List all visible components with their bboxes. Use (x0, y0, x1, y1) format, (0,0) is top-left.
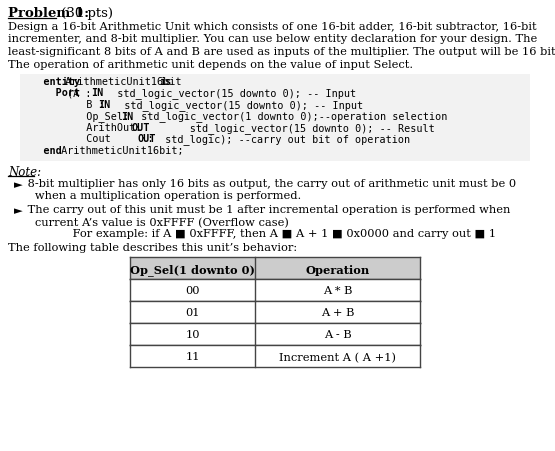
Text: IN: IN (98, 100, 110, 110)
Text: is: is (159, 77, 171, 87)
Text: end: end (25, 146, 62, 156)
Text: Operation: Operation (305, 264, 370, 275)
Text: std_logic); --carry out bit of operation: std_logic); --carry out bit of operation (159, 134, 410, 145)
Text: 01: 01 (185, 308, 200, 318)
Text: A + B: A + B (321, 308, 354, 318)
Text: Op_Sel:: Op_Sel: (25, 111, 135, 122)
Text: ►: ► (14, 179, 23, 190)
Text: Design a 16-bit Arithmetic Unit which consists of one 16-bit adder, 16-bit subtr: Design a 16-bit Arithmetic Unit which co… (8, 22, 537, 32)
Text: Note:: Note: (8, 166, 41, 179)
Text: The following table describes this unit’s behavior:: The following table describes this unit’… (8, 243, 297, 253)
Text: OUT: OUT (132, 123, 150, 133)
Text: A - B: A - B (324, 330, 351, 340)
Text: (A :: (A : (67, 88, 98, 98)
Text: IN: IN (121, 111, 133, 121)
Text: 8-bit multiplier has only 16 bits as output, the carry out of arithmetic unit mu: 8-bit multiplier has only 16 bits as out… (24, 179, 516, 189)
Text: Cout      :: Cout : (25, 134, 160, 144)
Text: The operation of arithmetic unit depends on the value of input Select.: The operation of arithmetic unit depends… (8, 60, 413, 69)
Text: entity: entity (25, 77, 80, 87)
Text: ArithmeticUnit16bit;: ArithmeticUnit16bit; (55, 146, 184, 156)
Text: OUT: OUT (138, 134, 157, 144)
Text: ArithmeticUnit16bit: ArithmeticUnit16bit (59, 77, 188, 87)
Text: incrementer, and 8-bit multiplier. You can use below entity declaration for your: incrementer, and 8-bit multiplier. You c… (8, 34, 537, 44)
Text: The carry out of this unit must be 1 after incremental operation is performed wh: The carry out of this unit must be 1 aft… (24, 205, 511, 215)
Text: when a multiplication operation is performed.: when a multiplication operation is perfo… (24, 191, 301, 201)
Text: std_logic_vector(1 downto 0);--operation selection: std_logic_vector(1 downto 0);--operation… (135, 111, 447, 122)
Text: A * B: A * B (323, 286, 352, 296)
Text: 00: 00 (185, 286, 200, 296)
Text: B :: B : (25, 100, 111, 110)
Text: std_logic_vector(15 downto 0); -- Result: std_logic_vector(15 downto 0); -- Result (153, 123, 435, 133)
Text: current A’s value is 0xFFFF (Overflow case): current A’s value is 0xFFFF (Overflow ca… (24, 217, 289, 227)
Text: least-significant 8 bits of A and B are used as inputs of the multiplier. The ou: least-significant 8 bits of A and B are … (8, 47, 555, 57)
Text: Problem 1:: Problem 1: (8, 7, 89, 20)
Text: 11: 11 (185, 352, 200, 362)
Text: IN: IN (91, 88, 103, 98)
Text: Increment A ( A +1): Increment A ( A +1) (279, 352, 396, 362)
Text: std_logic_vector(15 downto 0); -- Input: std_logic_vector(15 downto 0); -- Input (112, 100, 363, 110)
Text: (30 pts): (30 pts) (57, 7, 113, 20)
Text: ►: ► (14, 205, 23, 216)
Text: Op_Sel(1 downto 0): Op_Sel(1 downto 0) (130, 264, 255, 276)
Text: ArithOut:: ArithOut: (25, 123, 148, 133)
Text: 10: 10 (185, 330, 200, 340)
Text: Port: Port (25, 88, 80, 98)
Text: For example: if A ■ 0xFFFF, then A ■ A + 1 ■ 0x0000 and carry out ■ 1: For example: if A ■ 0xFFFF, then A ■ A +… (40, 229, 496, 239)
Text: std_logic_vector(15 downto 0); -- Input: std_logic_vector(15 downto 0); -- Input (105, 88, 356, 99)
